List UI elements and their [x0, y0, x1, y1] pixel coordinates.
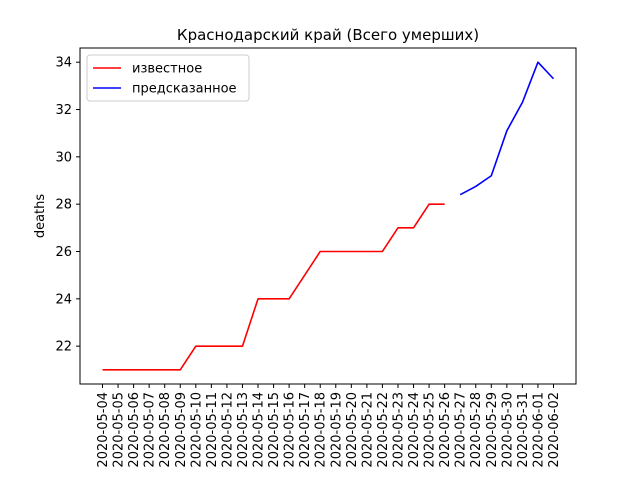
- x-tick-label: 2020-05-06: [127, 392, 142, 468]
- y-tick-label: 30: [55, 150, 72, 165]
- x-tick-label: 2020-05-23: [391, 392, 406, 468]
- y-tick-label: 28: [55, 198, 72, 213]
- series-line-2: [459, 61, 555, 196]
- y-tick-label: 34: [55, 56, 72, 71]
- x-tick-label: 2020-05-24: [407, 392, 422, 468]
- x-tick-label: 2020-05-14: [252, 392, 267, 468]
- x-tick-label: 2020-05-30: [500, 392, 515, 468]
- y-tick-label: 32: [55, 103, 72, 118]
- legend-label: предсказанное: [132, 82, 237, 97]
- y-axis: 22 24 26 28 30 32 34: [55, 56, 80, 355]
- series-line-1: [102, 203, 445, 371]
- x-tick-label: 2020-05-21: [360, 392, 375, 468]
- x-tick-label: 2020-05-16: [283, 392, 298, 468]
- legend-label: известное: [132, 62, 202, 77]
- x-tick-label: 2020-05-27: [454, 392, 469, 468]
- x-tick-label: 2020-05-22: [376, 392, 391, 468]
- x-tick-label: 2020-05-28: [469, 392, 484, 468]
- x-tick-label: 2020-05-12: [220, 392, 235, 468]
- x-tick-label: 2020-05-31: [516, 392, 531, 468]
- x-tick-label: 2020-05-04: [96, 392, 111, 468]
- x-tick-label: 2020-05-09: [174, 392, 189, 468]
- legend: известное предсказанное: [86, 54, 250, 102]
- series-layer: [102, 61, 555, 371]
- x-tick-label: 2020-05-15: [267, 392, 282, 468]
- x-tick-label: 2020-05-25: [423, 392, 438, 468]
- x-tick-label: 2020-05-20: [345, 392, 360, 468]
- x-tick-label: 2020-05-10: [189, 392, 204, 468]
- x-tick-label: 2020-05-05: [112, 392, 127, 468]
- x-tick-label: 2020-05-11: [205, 392, 220, 468]
- x-tick-label: 2020-05-13: [236, 392, 251, 468]
- x-tick-label: 2020-05-26: [438, 392, 453, 468]
- x-tick-label: 2020-06-02: [547, 392, 562, 468]
- y-tick-label: 24: [55, 292, 72, 307]
- chart-title: Краснодарский край (Всего умерших): [177, 26, 479, 44]
- x-tick-label: 2020-05-17: [298, 392, 313, 468]
- x-tick-label: 2020-05-08: [158, 392, 173, 468]
- y-axis-title: deaths: [33, 194, 48, 239]
- x-tick-label: 2020-05-18: [314, 392, 329, 468]
- y-tick-label: 22: [55, 340, 72, 355]
- x-tick-label: 2020-05-19: [329, 392, 344, 468]
- x-tick-label: 2020-06-01: [531, 392, 546, 468]
- x-axis: 2020-05-04 2020-05-05 2020-05-06 2020-05-07…: [96, 384, 562, 468]
- legend-box: [86, 54, 250, 102]
- y-tick-label: 26: [55, 245, 72, 260]
- plot-frame: [79, 47, 577, 385]
- x-tick-label: 2020-05-07: [143, 392, 158, 468]
- x-tick-label: 2020-05-29: [485, 392, 500, 468]
